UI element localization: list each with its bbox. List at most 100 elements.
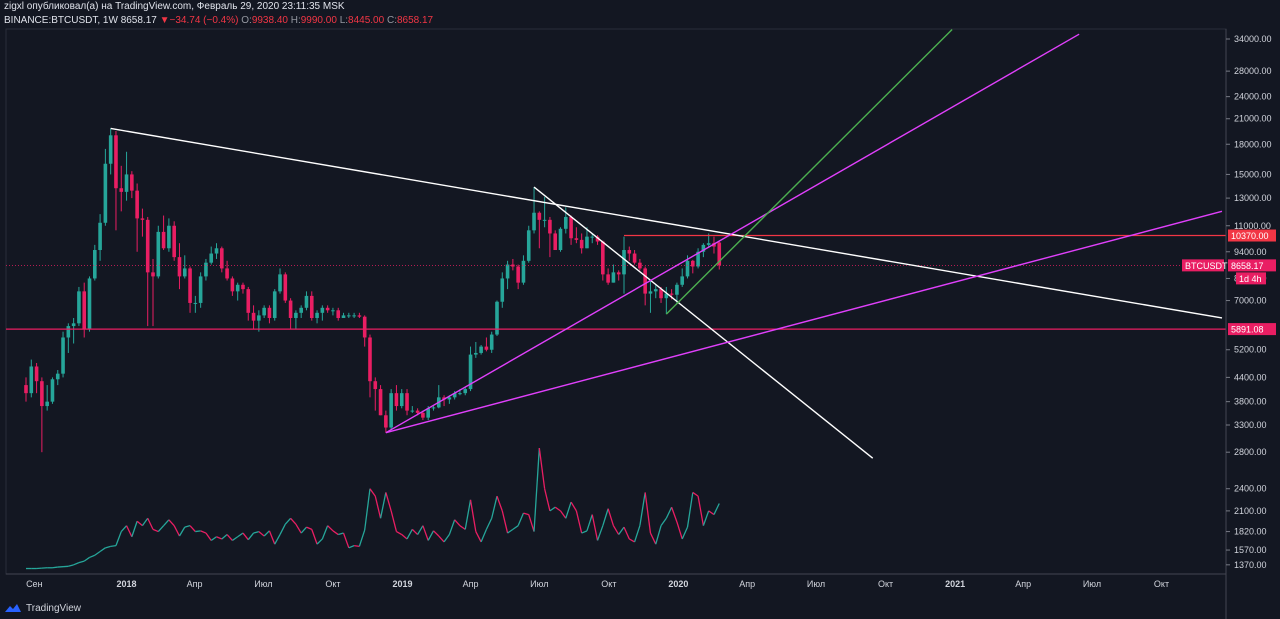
- time-label: 2018: [117, 579, 137, 589]
- oscillator-segment: [263, 530, 270, 537]
- oscillator-segment: [189, 525, 196, 533]
- candle-body: [653, 289, 658, 292]
- candle-body: [362, 316, 367, 338]
- oscillator-segment: [581, 530, 588, 534]
- low-label: L:: [339, 15, 349, 26]
- oscillator-segment: [120, 525, 128, 533]
- oscillator-segment: [533, 448, 540, 532]
- candle-body: [114, 135, 118, 189]
- oscillator-segment: [332, 530, 339, 536]
- candle-body: [595, 236, 600, 242]
- candle-body: [283, 274, 288, 301]
- price-tick-label: 21000.00: [1234, 114, 1272, 124]
- candle-body: [352, 315, 356, 317]
- candle-body: [214, 248, 219, 254]
- oscillator-segment: [665, 506, 673, 519]
- candle-body: [706, 243, 711, 245]
- candle-body: [98, 222, 102, 251]
- candle-body: [569, 216, 573, 239]
- candle-body: [500, 278, 505, 302]
- candle-body: [82, 291, 87, 329]
- footer: TradingView: [4, 600, 81, 616]
- oscillator-segment: [369, 488, 376, 497]
- candle-body: [220, 248, 224, 269]
- candle-body: [378, 389, 383, 416]
- oscillator-segment: [226, 534, 233, 541]
- time-label: Окт: [601, 579, 616, 589]
- candle-body: [484, 346, 489, 350]
- candle-body: [537, 212, 542, 220]
- price-badges: 10370.00 BTCUSDT 8658.17 1d 4h 5891.08: [1182, 229, 1276, 336]
- symbol-tag-badge-bg: [1182, 259, 1224, 272]
- oscillator-segment: [210, 536, 217, 541]
- candle-body: [257, 315, 261, 321]
- oscillator-segment: [570, 501, 577, 512]
- oscillator-segment: [443, 534, 450, 543]
- candles-layer: [24, 128, 722, 453]
- symbol-label[interactable]: BINANCE:BTCUSDT, 1W: [4, 15, 118, 26]
- oscillator-segment: [501, 510, 509, 534]
- oscillator-segment: [427, 530, 435, 541]
- candle-body: [309, 295, 314, 318]
- oscillator-segment: [99, 547, 106, 553]
- candle-body: [643, 268, 647, 294]
- open-label: O:: [241, 15, 252, 26]
- oscillator-segment: [628, 538, 635, 543]
- candle-body: [108, 135, 113, 164]
- oscillator-pane: [26, 447, 720, 570]
- time-label: 2021: [945, 579, 965, 589]
- candle-body: [331, 310, 335, 312]
- candle-body: [119, 188, 124, 192]
- candle-body: [29, 366, 34, 394]
- oscillator-segment: [480, 529, 488, 543]
- oscillator-segment: [406, 529, 413, 540]
- last-price: 8658.17: [120, 15, 157, 26]
- brand-label: TradingView: [26, 602, 82, 614]
- candle-body: [241, 284, 245, 290]
- oscillator-segment: [73, 562, 80, 566]
- oscillator-segment: [195, 530, 201, 533]
- oscillator-segment: [448, 519, 456, 535]
- candle-body: [717, 242, 722, 266]
- oscillator-segment: [623, 526, 630, 540]
- last-price-badge-text: 8658.17: [1231, 261, 1264, 271]
- candle-body: [680, 276, 685, 285]
- candle-body: [458, 393, 462, 395]
- candle-body: [495, 301, 499, 335]
- candle-body: [246, 289, 251, 313]
- oscillator-segment: [517, 512, 525, 526]
- oscillator-segment: [671, 506, 678, 523]
- osc-tick-label: 1570.00: [1234, 545, 1267, 555]
- time-label: Апр: [739, 579, 755, 589]
- oscillator-segment: [374, 495, 382, 519]
- candle-body: [415, 410, 420, 413]
- oscillator-segment: [549, 506, 556, 512]
- oscillator-segment: [306, 526, 313, 530]
- oscillator-segment: [454, 519, 461, 527]
- oscillator-segment: [157, 525, 165, 533]
- candle-body: [130, 174, 134, 191]
- oscillator-segment: [94, 550, 101, 556]
- time-axis[interactable]: Сен 2018 Апр Июл Окт 2019 Апр Июл Окт 2020 Апр Июл О…: [6, 573, 1226, 589]
- oscillator-segment: [321, 525, 329, 540]
- trendlines-layer[interactable]: [110, 29, 1223, 459]
- price-tick-label: 7000.00: [1234, 296, 1267, 306]
- oscillator-segment: [184, 525, 191, 528]
- candle-body: [55, 373, 60, 380]
- osc-tick-label: 2400.00: [1234, 484, 1267, 494]
- candle-body: [669, 293, 674, 295]
- oscillator-segment: [660, 517, 667, 527]
- price-tick-label: 3800.00: [1234, 397, 1267, 407]
- oscillator-segment: [602, 508, 609, 526]
- candle-body: [193, 302, 198, 304]
- oscillator-segment: [173, 525, 181, 537]
- time-label: Окт: [878, 579, 893, 589]
- candle-body: [267, 307, 272, 318]
- candle-body: [701, 244, 706, 252]
- price-tick-label: 34000.00: [1234, 34, 1272, 44]
- price-tick-label: 2800.00: [1234, 447, 1267, 457]
- oscillator-segment: [338, 532, 344, 536]
- candle-body: [685, 260, 690, 277]
- oscillator-segment: [168, 519, 175, 527]
